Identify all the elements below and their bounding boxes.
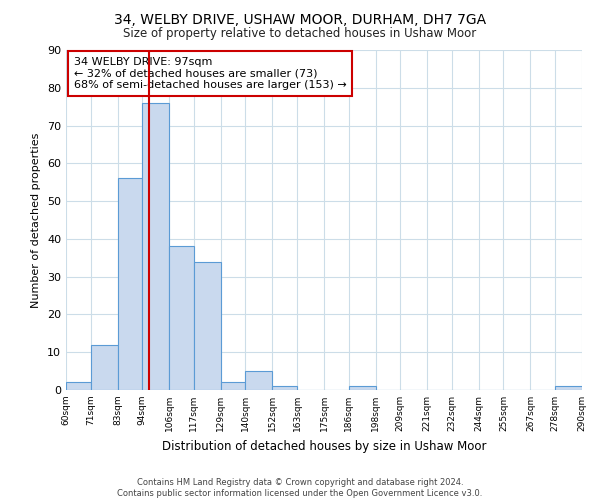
Bar: [91, 344, 118, 390]
Text: 34 WELBY DRIVE: 97sqm
← 32% of detached houses are smaller (73)
68% of semi-deta: 34 WELBY DRIVE: 97sqm ← 32% of detached …: [74, 57, 346, 90]
Text: Contains HM Land Registry data © Crown copyright and database right 2024.
Contai: Contains HM Land Registry data © Crown c…: [118, 478, 482, 498]
Bar: [169, 246, 194, 390]
X-axis label: Distribution of detached houses by size in Ushaw Moor: Distribution of detached houses by size …: [162, 440, 486, 452]
Y-axis label: Number of detached properties: Number of detached properties: [31, 132, 41, 308]
Bar: [66, 382, 91, 390]
Bar: [118, 178, 142, 390]
Bar: [245, 371, 272, 390]
Bar: [349, 386, 376, 390]
Text: 34, WELBY DRIVE, USHAW MOOR, DURHAM, DH7 7GA: 34, WELBY DRIVE, USHAW MOOR, DURHAM, DH7…: [114, 12, 486, 26]
Bar: [555, 386, 582, 390]
Bar: [142, 103, 169, 390]
Bar: [272, 386, 297, 390]
Text: Size of property relative to detached houses in Ushaw Moor: Size of property relative to detached ho…: [124, 28, 476, 40]
Bar: [221, 382, 245, 390]
Bar: [194, 262, 221, 390]
